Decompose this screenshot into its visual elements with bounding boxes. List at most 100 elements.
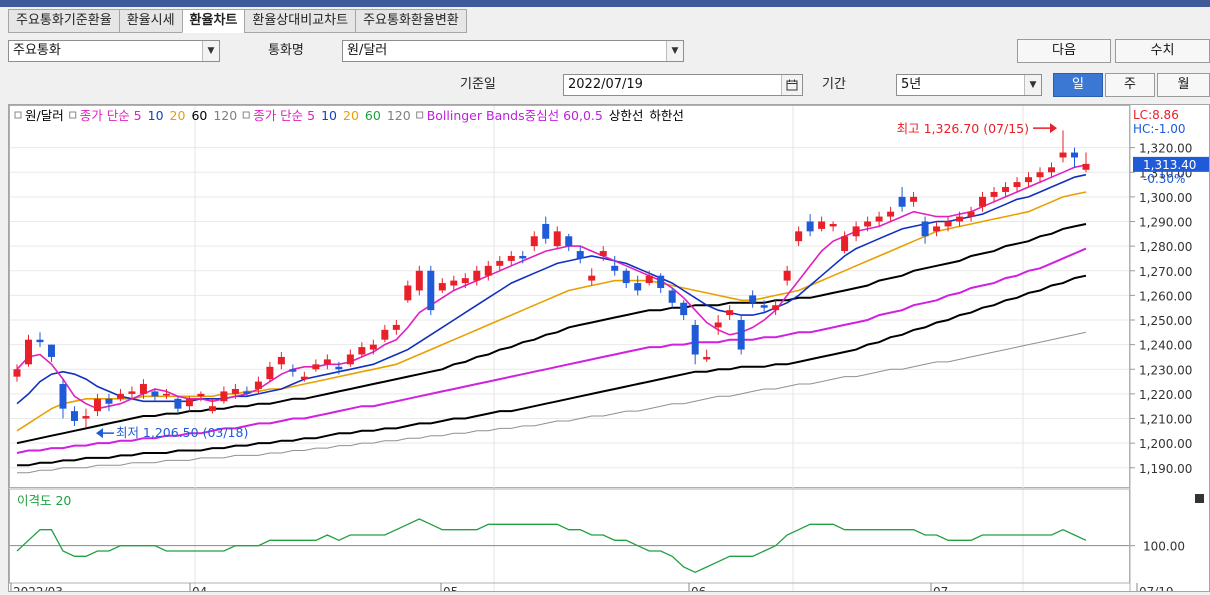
ma10-line	[16, 173, 1087, 405]
base-date-input[interactable]: 2022/07/19	[563, 74, 803, 96]
candle-body	[611, 265, 619, 271]
candle-body	[887, 211, 895, 217]
chevron-down-icon[interactable]: ▼	[1024, 75, 1041, 95]
candle-body	[13, 369, 21, 377]
disparity-line	[16, 518, 1087, 574]
candle-body	[450, 280, 458, 286]
candle-body	[726, 310, 734, 316]
candle-body	[933, 226, 941, 232]
candle-body	[151, 391, 159, 397]
tab-bar: 주요통화기준환율 환율시세 환율차트 환율상대비교차트 주요통화환율변환	[8, 9, 467, 33]
candle-body	[967, 211, 975, 217]
candle-body	[703, 356, 711, 360]
category-select-value: 주요통화	[13, 43, 61, 58]
candle-body	[576, 251, 584, 259]
y-tick-label: 1,250.00	[1139, 314, 1192, 328]
category-select[interactable]: 주요통화 ▼	[8, 40, 220, 62]
candle-body	[461, 278, 469, 284]
candle-body	[185, 398, 193, 407]
candle-body	[507, 255, 515, 261]
legend-item: 60	[365, 108, 381, 123]
candle-body	[36, 339, 44, 343]
y-tick-label: 1,280.00	[1139, 240, 1192, 254]
candle-body	[335, 366, 343, 370]
period-select-value: 5년	[901, 77, 922, 92]
legend-marker	[416, 111, 424, 119]
tab-3[interactable]: 환율상대비교차트	[244, 9, 356, 33]
legend-item: 10	[321, 108, 337, 123]
low-annotation: 최저 1,206.50 (03/18)	[116, 425, 248, 440]
candle-body	[760, 305, 768, 308]
y-tick-label: 1,320.00	[1139, 142, 1192, 156]
legend-item: 종가 단순 5	[80, 108, 142, 123]
candle-body	[542, 223, 550, 239]
candle-body	[806, 221, 814, 232]
candle-body	[266, 366, 274, 380]
candle-body	[1025, 177, 1033, 183]
candle-body	[24, 339, 32, 365]
base-date-label: 기준일	[460, 77, 496, 92]
candle-body	[875, 216, 883, 222]
x-tick-label: 2022/03	[13, 585, 63, 591]
candle-body	[346, 354, 354, 365]
ma5-line	[16, 164, 1087, 410]
candle-body	[829, 223, 837, 227]
candle-body	[818, 221, 826, 229]
y-tick-label: 1,270.00	[1139, 265, 1192, 279]
value-button[interactable]: 수치	[1115, 39, 1210, 63]
candle-body	[1002, 187, 1010, 192]
candle-body	[530, 236, 538, 247]
tab-0[interactable]: 주요통화기준환율	[8, 9, 119, 33]
candle-body	[634, 283, 642, 291]
candle-body	[1082, 163, 1090, 170]
low-arrow-icon	[95, 428, 103, 439]
tab-1[interactable]: 환율시세	[118, 9, 182, 33]
x-tick-label: 07	[933, 585, 948, 591]
tab-4[interactable]: 주요통화환율변환	[355, 9, 467, 33]
candle-body	[588, 275, 596, 281]
period-button-month[interactable]: 월	[1157, 73, 1210, 97]
legend-item: 하한선	[649, 108, 684, 123]
currency-select[interactable]: 원/달러 ▼	[342, 40, 684, 62]
legend-item: 120	[387, 108, 411, 123]
chevron-down-icon[interactable]: ▼	[202, 41, 219, 61]
candle-body	[231, 388, 239, 394]
legend-item: Bollinger Bands중심선 60,0.5	[427, 108, 603, 123]
window-top-bar	[0, 0, 1210, 7]
chevron-down-icon[interactable]: ▼	[666, 41, 683, 61]
y-tick-label: 1,200.00	[1139, 437, 1192, 451]
candle-body	[254, 381, 262, 389]
bollinger-center-line	[16, 247, 1087, 454]
candle-body	[898, 196, 906, 207]
y-tick-label: 1,190.00	[1139, 462, 1192, 476]
candle-body	[553, 231, 561, 247]
lc-readout: LC:8.86	[1133, 108, 1179, 122]
candle-body	[749, 295, 757, 303]
candle-body	[82, 416, 90, 419]
candle-body	[47, 344, 55, 357]
tab-2[interactable]: 환율차트	[181, 9, 245, 33]
legend-item: 20	[170, 108, 186, 123]
period-button-week[interactable]: 주	[1105, 73, 1155, 97]
period-button-day[interactable]: 일	[1053, 73, 1103, 97]
current-price-badge	[1133, 156, 1209, 172]
change-percent-label: -0.30%	[1143, 172, 1185, 186]
candlestick-chart[interactable]: 1,320.001,310.001,300.001,290.001,280.00…	[9, 105, 1209, 595]
high-arrow-icon	[1050, 123, 1058, 134]
candle-body	[93, 398, 101, 412]
candle-body	[795, 231, 803, 242]
candle-body	[737, 320, 745, 350]
candle-body	[1071, 152, 1079, 158]
candle-body	[381, 329, 389, 340]
period-select[interactable]: 5년 ▼	[896, 74, 1042, 96]
y-tick-label: 1,210.00	[1139, 413, 1192, 427]
hc-readout: HC:-1.00	[1133, 122, 1186, 136]
legend-marker	[14, 111, 22, 119]
chart-panel[interactable]: 1,320.00 1,310.00 1,300.00 1,290.00 1,280.00…	[8, 104, 1210, 595]
y-tick-label: 1,240.00	[1139, 339, 1192, 353]
y-tick-label: 1,220.00	[1139, 388, 1192, 402]
calendar-icon[interactable]	[781, 75, 802, 95]
next-button[interactable]: 다음	[1017, 39, 1111, 63]
candle-body	[139, 384, 147, 394]
candle-body	[1013, 182, 1021, 188]
